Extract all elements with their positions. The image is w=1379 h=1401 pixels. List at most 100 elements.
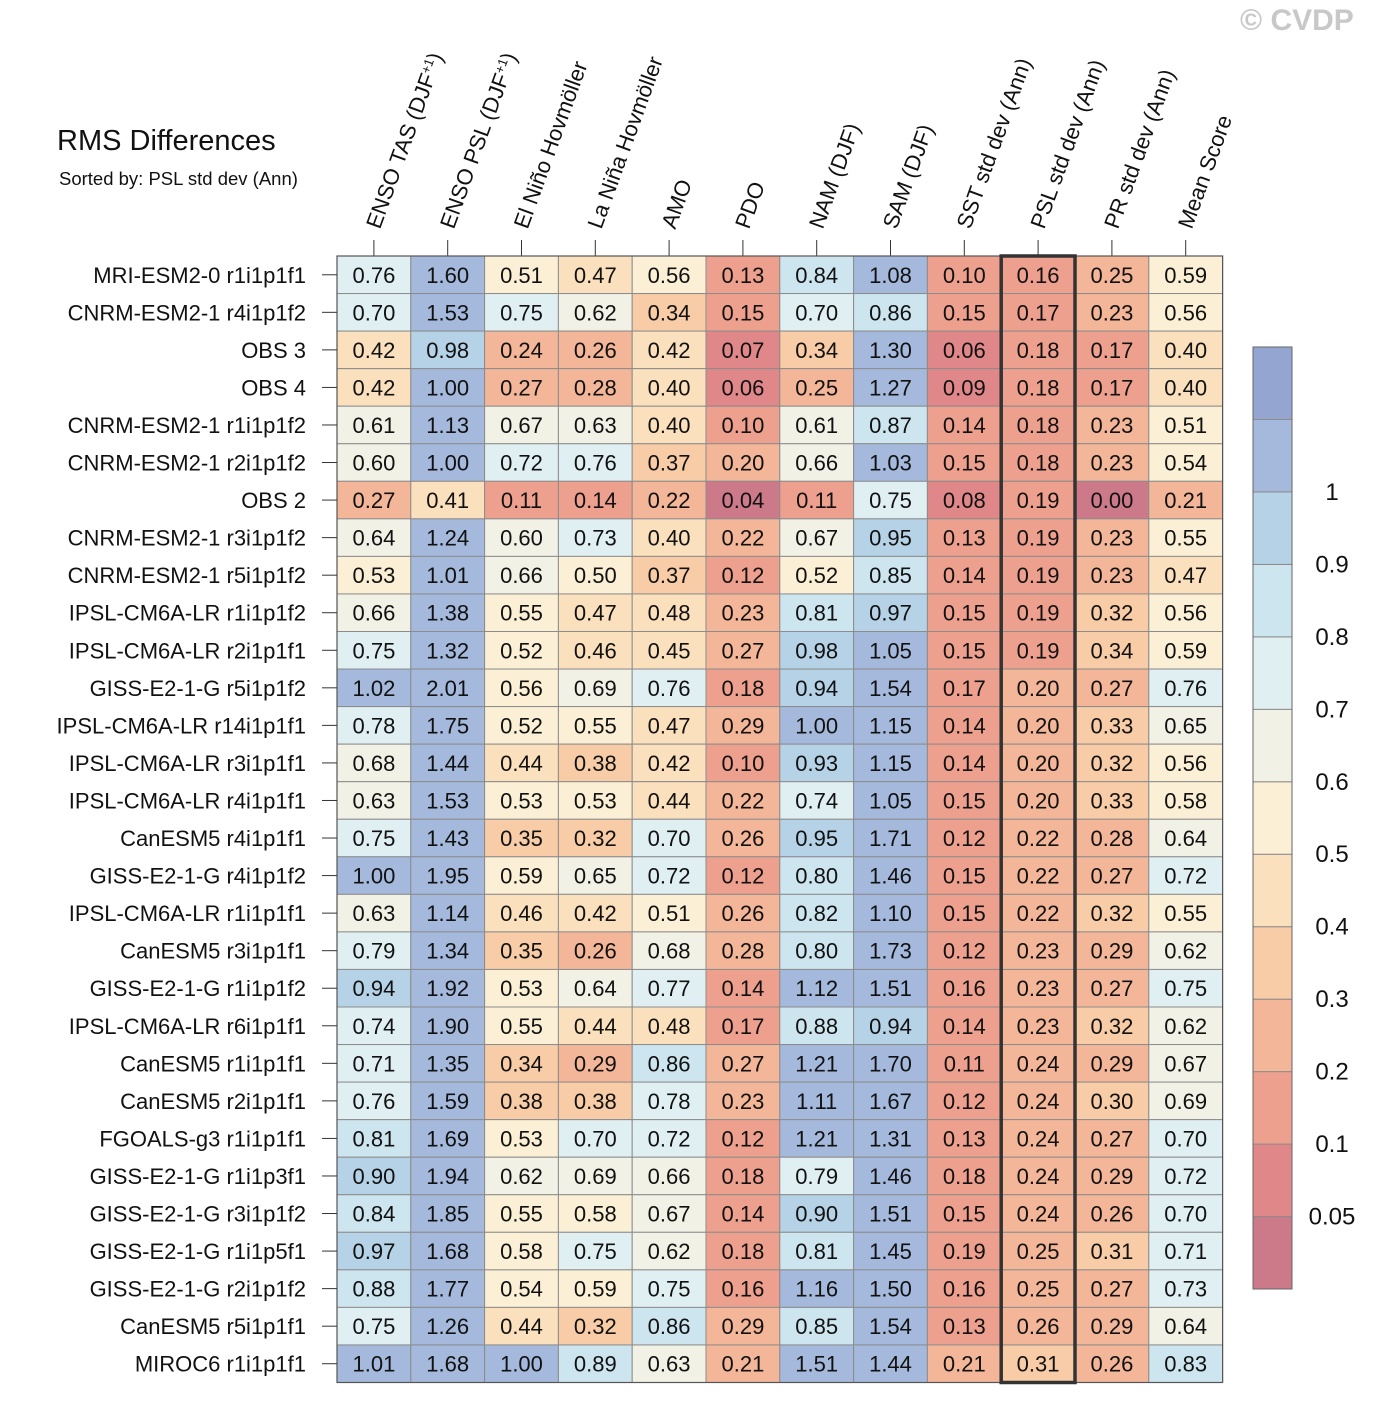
cell-value-label: 0.52 [795,563,838,588]
cell-value-label: 0.75 [352,1314,395,1339]
heatmap-cell [1074,293,1150,332]
cell-value-label: 0.45 [648,638,691,663]
heatmap-cell [557,443,633,482]
column-label: PR std dev (Ann) [1099,66,1180,232]
heatmap-cell [705,405,781,445]
cell-value-label: 1.00 [352,864,395,889]
cell-value-label: 1.11 [796,1089,837,1114]
row-label: CanESM5 r3i1p1f1 [120,939,306,964]
colorbar-box [1252,926,1293,1000]
cell-value-label: 0.66 [795,451,838,476]
cell-value-label: 0.21 [1164,488,1207,513]
heatmap-cell [705,293,781,332]
cell-value-label: 0.19 [1017,563,1060,588]
heatmap-cell [853,555,928,595]
cell-value-label: 0.14 [943,413,986,438]
cell-value-label: 0.27 [1090,1277,1133,1302]
heatmap-cell [779,706,855,745]
cell-value-label: 0.63 [352,788,395,813]
heatmap-cell [705,818,781,858]
cell-value-label: 0.24 [500,338,543,363]
cell-value-label: 0.20 [1017,788,1060,813]
heatmap-cell [484,931,559,970]
heatmap-cell [705,1044,781,1083]
cell-value-label: 0.35 [500,939,543,964]
cell-value-label: 0.28 [721,939,764,964]
row-label: IPSL-CM6A-LR r6i1p1f1 [69,1014,306,1039]
column-label-text: SAM (DJF) [878,121,939,232]
heatmap-cell [853,931,928,970]
heatmap-cell [557,330,633,370]
cell-value-label: 0.31 [1017,1352,1060,1377]
colorbar-box [1252,781,1293,855]
heatmap-cell [484,255,559,295]
cell-value-label: 0.18 [721,676,764,701]
cell-value-label: 0.88 [352,1277,395,1302]
cell-value-label: 1.85 [426,1202,469,1227]
heatmap-cell [410,893,486,933]
heatmap-cell [484,1231,559,1271]
row-label: GISS-E2-1-G r2i1p1f2 [90,1277,306,1302]
heatmap-cell [853,255,928,295]
cell-value-label: 0.71 [1164,1239,1207,1264]
cell-value-label: 0.19 [1017,601,1060,626]
heatmap-cell [705,1194,781,1233]
heatmap-cell [1000,293,1076,332]
heatmap-cell [779,781,855,820]
cell-value-label: 0.55 [574,713,617,738]
cell-value-label: 0.76 [352,1089,395,1114]
cell-value-label: 0.40 [1164,375,1207,400]
cell-value-label: 0.68 [648,939,691,964]
cell-value-label: 0.12 [943,939,986,964]
cell-value-label: 0.80 [795,939,838,964]
cell-value-label: 0.22 [1017,901,1060,926]
cell-value-label: 0.24 [1017,1126,1060,1151]
cell-value-label: 0.69 [574,676,617,701]
heatmap-cell [557,1344,633,1383]
cell-value-label: 1.69 [426,1126,469,1151]
cell-value-label: 1.21 [795,1051,838,1076]
heatmap-cell [410,1044,486,1083]
heatmap-cell [557,931,633,970]
heatmap-cell [779,1156,855,1196]
cell-value-label: 0.73 [574,526,617,551]
cell-value-label: 0.53 [500,788,543,813]
colorbar-label: 0.8 [1315,624,1348,651]
heatmap-cell [336,1119,412,1158]
cell-value-label: 1.30 [869,338,912,363]
row-label: CanESM5 r2i1p1f1 [120,1089,306,1114]
cell-value-label: 1.54 [869,676,912,701]
colorbar-box [1252,1071,1293,1145]
cell-value-label: 0.21 [943,1352,986,1377]
cell-value-label: 0.38 [574,1089,617,1114]
cell-value-label: 0.15 [943,451,986,476]
cell-value-label: 0.27 [1090,676,1133,701]
heatmap-cell [410,480,486,520]
cell-value-label: 0.66 [648,1164,691,1189]
cell-value-label: 1.67 [869,1089,912,1114]
row-label: IPSL-CM6A-LR r3i1p1f1 [69,751,306,776]
cell-value-label: 0.32 [1090,751,1133,776]
cell-value-label: 0.76 [352,263,395,288]
cell-value-label: 0.56 [1164,751,1207,776]
heatmap-cell [336,1231,412,1271]
cell-value-label: 0.11 [501,488,542,513]
heatmap-cell [557,255,633,295]
cell-value-label: 0.70 [795,300,838,325]
column-label-text: La Niña Hovmöller [583,53,668,232]
cell-value-label: 0.34 [648,300,691,325]
heatmap-cell [853,781,928,820]
heatmap-cell [410,368,486,407]
cell-value-label: 0.27 [500,375,543,400]
heatmap-cell [631,518,707,557]
cell-value-label: 0.77 [648,976,691,1001]
cell-value-label: 1.75 [426,713,469,738]
heatmap-cell [1074,818,1150,858]
cell-value-label: 0.40 [1164,338,1207,363]
cell-value-label: 1.16 [795,1277,838,1302]
heatmap-cell [631,1156,707,1196]
column-label-text: ENSO PSL (DJF [435,70,514,232]
heatmap-cell [410,405,486,445]
heatmap-cell [336,1269,412,1308]
cell-value-label: 0.18 [721,1164,764,1189]
